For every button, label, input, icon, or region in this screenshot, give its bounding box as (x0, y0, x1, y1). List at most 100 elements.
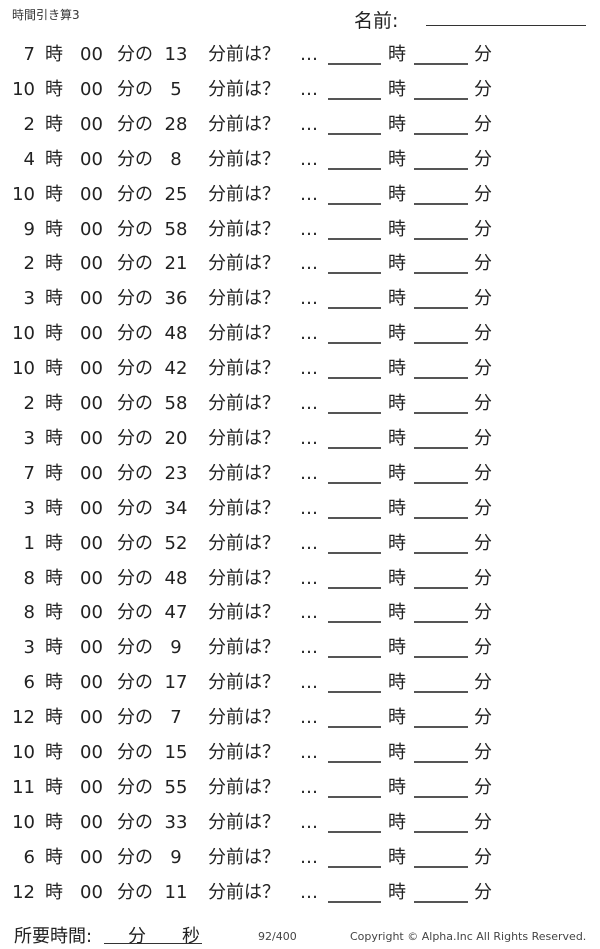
problem-row: 10 時 00 分の 25 分前は？ … 時 分 (0, 184, 600, 218)
answer-hour-field[interactable] (328, 63, 381, 65)
minutes-value: 36 (164, 288, 188, 310)
answer-minute-label: 分 (474, 393, 492, 414)
minutes-value: 23 (164, 462, 188, 484)
answer-hour-label: 時 (388, 637, 406, 659)
answer-minute-field[interactable] (414, 97, 468, 100)
answer-minute-label: 分 (474, 78, 492, 100)
problem-row: 7 時 00 分の 23 分前は？… 時分 (0, 463, 600, 497)
answer-hour-field[interactable] (328, 865, 381, 868)
answer-hour-field[interactable] (328, 551, 381, 554)
answer-hour-field[interactable] (328, 97, 381, 100)
answer-hour-field[interactable] (328, 691, 381, 694)
answer-hour-field[interactable] (328, 516, 381, 519)
answer-minute-label: 分 (474, 846, 492, 868)
answer-minute-field[interactable] (414, 412, 468, 414)
minute-label: 分の (117, 183, 153, 205)
answer-hour-field[interactable] (328, 621, 381, 624)
hour-label: 時 (45, 78, 63, 100)
zero-minutes: 00 (80, 602, 103, 624)
answer-hour-field[interactable] (328, 272, 381, 275)
answer-minute-label: 分 (474, 44, 492, 65)
answer-minute-field[interactable] (414, 726, 468, 729)
answer-minute-field[interactable] (414, 63, 468, 65)
answer-minute-field[interactable] (414, 761, 468, 763)
minutes-value: 9 (170, 637, 182, 659)
answer-hour-label: 時 (388, 183, 406, 205)
hour-label: 時 (45, 776, 63, 798)
answer-hour-field[interactable] (328, 237, 381, 240)
answer-hour-field[interactable] (328, 900, 381, 903)
answer-minute-label: 分 (474, 776, 492, 798)
answer-hour-field[interactable] (328, 167, 381, 170)
minutes-value: 9 (170, 846, 182, 868)
answer-hour-label: 時 (388, 288, 406, 310)
answer-hour-field[interactable] (328, 726, 381, 729)
answer-minute-field[interactable] (414, 586, 468, 589)
answer-hour-field[interactable] (328, 342, 381, 345)
question-text: 分前は？ (208, 393, 280, 414)
answer-minute-field[interactable] (414, 691, 468, 694)
answer-minute-field[interactable] (414, 307, 468, 310)
answer-minute-field[interactable] (414, 621, 468, 624)
answer-minute-field[interactable] (414, 795, 468, 798)
answer-minute-field[interactable] (414, 342, 468, 345)
hour-value: 9 (23, 218, 35, 240)
minutes-value: 20 (164, 427, 188, 449)
hour-label: 時 (45, 148, 63, 170)
answer-minute-field[interactable] (414, 237, 468, 240)
minutes-value: 34 (164, 497, 188, 519)
answer-minute-field[interactable] (414, 865, 468, 868)
minute-label: 分の (117, 427, 153, 449)
answer-hour-field[interactable] (328, 795, 381, 798)
minutes-value: 5 (170, 78, 182, 100)
answer-minute-field[interactable] (414, 202, 468, 205)
answer-hour-label: 時 (388, 707, 406, 729)
answer-hour-field[interactable] (328, 586, 381, 589)
answer-hour-field[interactable] (328, 481, 381, 484)
minute-label: 分の (117, 846, 153, 868)
name-field[interactable] (426, 25, 586, 26)
answer-minute-field[interactable] (414, 551, 468, 554)
problem-row: 2 時 00 分の 58 分前は？… 時分 (0, 393, 600, 427)
answer-hour-field[interactable] (328, 412, 381, 414)
answer-minute-field[interactable] (414, 272, 468, 275)
answer-hour-field[interactable] (328, 656, 381, 659)
answer-minute-field[interactable] (414, 446, 468, 449)
hour-value: 6 (23, 846, 35, 868)
time-required-field[interactable] (104, 943, 202, 944)
answer-minute-field[interactable] (414, 377, 468, 380)
answer-hour-field[interactable] (328, 830, 381, 833)
answer-hour-field[interactable] (328, 202, 381, 205)
answer-minute-field[interactable] (414, 132, 468, 135)
hour-label: 時 (45, 113, 63, 135)
answer-minute-field[interactable] (414, 830, 468, 833)
problem-row: 12 時 00 分の 11 分前は？ … 時 分 (0, 882, 600, 916)
answer-hour-field[interactable] (328, 446, 381, 449)
answer-minute-field[interactable] (414, 516, 468, 519)
answer-minute-label: 分 (474, 602, 492, 624)
hour-label: 時 (45, 742, 63, 763)
hour-label: 時 (45, 427, 63, 449)
answer-minute-field[interactable] (414, 481, 468, 484)
question-text: 分前は？ (208, 78, 280, 100)
answer-hour-label: 時 (388, 323, 406, 345)
answer-hour-field[interactable] (328, 307, 381, 310)
minute-label: 分の (117, 776, 153, 798)
answer-hour-label: 時 (388, 78, 406, 100)
zero-minutes: 00 (80, 218, 103, 240)
hour-label: 時 (45, 672, 63, 694)
answer-minute-field[interactable] (414, 656, 468, 659)
question-text: 分前は？ (208, 148, 280, 170)
ellipsis: … (300, 148, 318, 170)
time-min-label: 分 (128, 926, 146, 947)
answer-hour-field[interactable] (328, 377, 381, 380)
answer-minute-field[interactable] (414, 167, 468, 170)
answer-hour-field[interactable] (328, 132, 381, 135)
problem-row: 10 時 00 分の 5 分前は？ … 時 分 (0, 79, 600, 113)
hour-value: 7 (23, 462, 35, 484)
answer-hour-label: 時 (388, 567, 406, 589)
answer-minute-label: 分 (474, 253, 492, 275)
answer-minute-field[interactable] (414, 900, 468, 903)
answer-hour-field[interactable] (328, 761, 381, 763)
